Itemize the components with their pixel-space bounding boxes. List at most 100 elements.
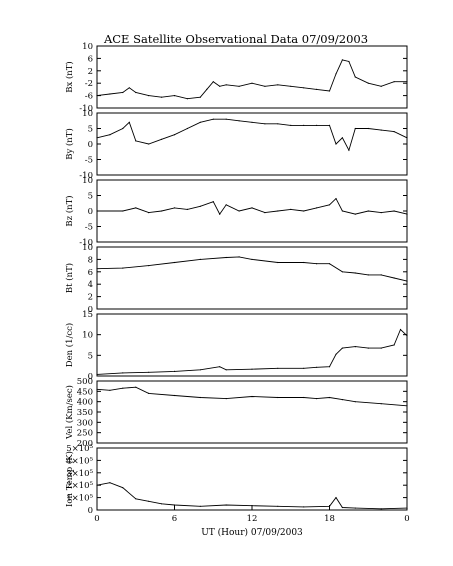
data-point	[225, 84, 227, 86]
data-point	[135, 498, 137, 500]
data-point	[186, 208, 188, 210]
data-point	[199, 396, 201, 399]
data-point	[335, 353, 337, 355]
data-point	[380, 508, 382, 510]
data-point	[148, 143, 150, 145]
data-point	[341, 271, 343, 273]
data-point	[135, 140, 137, 142]
data-point	[393, 81, 395, 83]
data-point	[161, 210, 163, 212]
y-tick-label: 300	[77, 418, 93, 428]
data-point	[122, 267, 124, 269]
data-point	[367, 274, 369, 276]
data-point	[348, 60, 350, 63]
data-point	[225, 256, 227, 259]
data-point	[335, 497, 337, 499]
data-point	[277, 84, 279, 86]
data-point	[238, 120, 240, 122]
data-point	[303, 261, 305, 264]
data-point	[303, 87, 305, 89]
data-point	[251, 82, 253, 84]
y-tick-label: 400	[77, 398, 93, 408]
data-point	[380, 347, 382, 349]
data-point	[335, 198, 337, 200]
data-point	[173, 134, 176, 136]
data-point	[380, 129, 382, 131]
y-tick-label: 0	[88, 140, 93, 150]
data-point	[148, 500, 150, 502]
y-axis-label: Ion Temp (K)	[64, 451, 75, 507]
data-point	[328, 204, 331, 206]
y-tick-label: 2	[88, 293, 93, 303]
y-tick-label: -10	[79, 171, 93, 181]
y-tick-label: 0	[88, 372, 93, 382]
data-point	[109, 482, 111, 484]
data-point	[316, 207, 318, 209]
data-point	[380, 403, 382, 405]
data-point	[264, 212, 266, 214]
data-point	[186, 127, 188, 130]
data-point	[96, 95, 98, 97]
data-point	[277, 261, 279, 264]
y-tick-label: 15	[82, 310, 93, 320]
y-tick-label: 6	[88, 268, 93, 278]
data-point	[212, 201, 214, 203]
y-tick-label: 5×10⁵	[66, 444, 93, 454]
y-tick-label: 5	[88, 192, 93, 202]
data-point	[219, 366, 221, 368]
x-tick-label: 12	[247, 514, 258, 524]
y-tick-label: 0	[88, 506, 93, 516]
data-point	[135, 386, 137, 388]
y-axis-label: Bz (nT)	[64, 195, 75, 226]
panel-5: 15 10 5 0 Den (1/cc)	[64, 310, 408, 382]
data-point	[238, 85, 240, 87]
panel-frame	[96, 313, 408, 377]
data-point	[173, 207, 176, 209]
data-point	[406, 280, 408, 282]
data-point	[393, 344, 395, 346]
y-tick-label: 10	[82, 42, 93, 52]
series-line	[96, 256, 408, 282]
data-point	[109, 93, 111, 95]
data-point	[328, 263, 331, 265]
data-point	[303, 124, 305, 126]
data-point	[328, 396, 331, 399]
data-point	[96, 268, 98, 270]
data-point	[96, 388, 98, 390]
data-point	[354, 272, 356, 274]
data-point	[251, 207, 253, 209]
data-point	[219, 213, 221, 215]
y-tick-label: -2	[85, 79, 93, 89]
data-point	[148, 371, 150, 373]
y-tick-label: -5	[85, 223, 93, 233]
data-point	[341, 399, 343, 401]
y-tick-label: 200	[77, 439, 93, 449]
data-point	[335, 73, 337, 75]
data-point	[354, 346, 356, 348]
data-point	[367, 347, 369, 349]
data-point	[122, 91, 124, 94]
panel-7: 5×10⁵ 4×10⁵ 3×10⁵ 2×10⁵ 1×10⁵ 0 Ion Temp (K)	[64, 444, 408, 516]
series-line	[96, 59, 407, 100]
y-axis-label: Bx (nT)	[64, 61, 75, 93]
panel-frame	[96, 45, 408, 109]
data-point	[128, 87, 130, 89]
y-tick-label: 8	[88, 255, 93, 265]
data-point	[328, 124, 331, 126]
data-point	[173, 394, 176, 397]
data-point	[380, 212, 382, 214]
y-tick-label: 350	[77, 408, 93, 418]
data-point	[277, 123, 279, 125]
data-point	[173, 261, 176, 264]
data-point	[148, 265, 150, 267]
data-point	[354, 213, 356, 215]
data-point	[303, 367, 305, 369]
data-point	[219, 85, 221, 87]
y-tick-label: 10	[82, 331, 93, 341]
series-line	[96, 328, 408, 375]
data-point	[341, 347, 343, 349]
panel-2: 10 5 0 -5 -10 By (nT)	[64, 109, 408, 181]
data-point	[328, 366, 331, 368]
data-point	[380, 85, 382, 87]
